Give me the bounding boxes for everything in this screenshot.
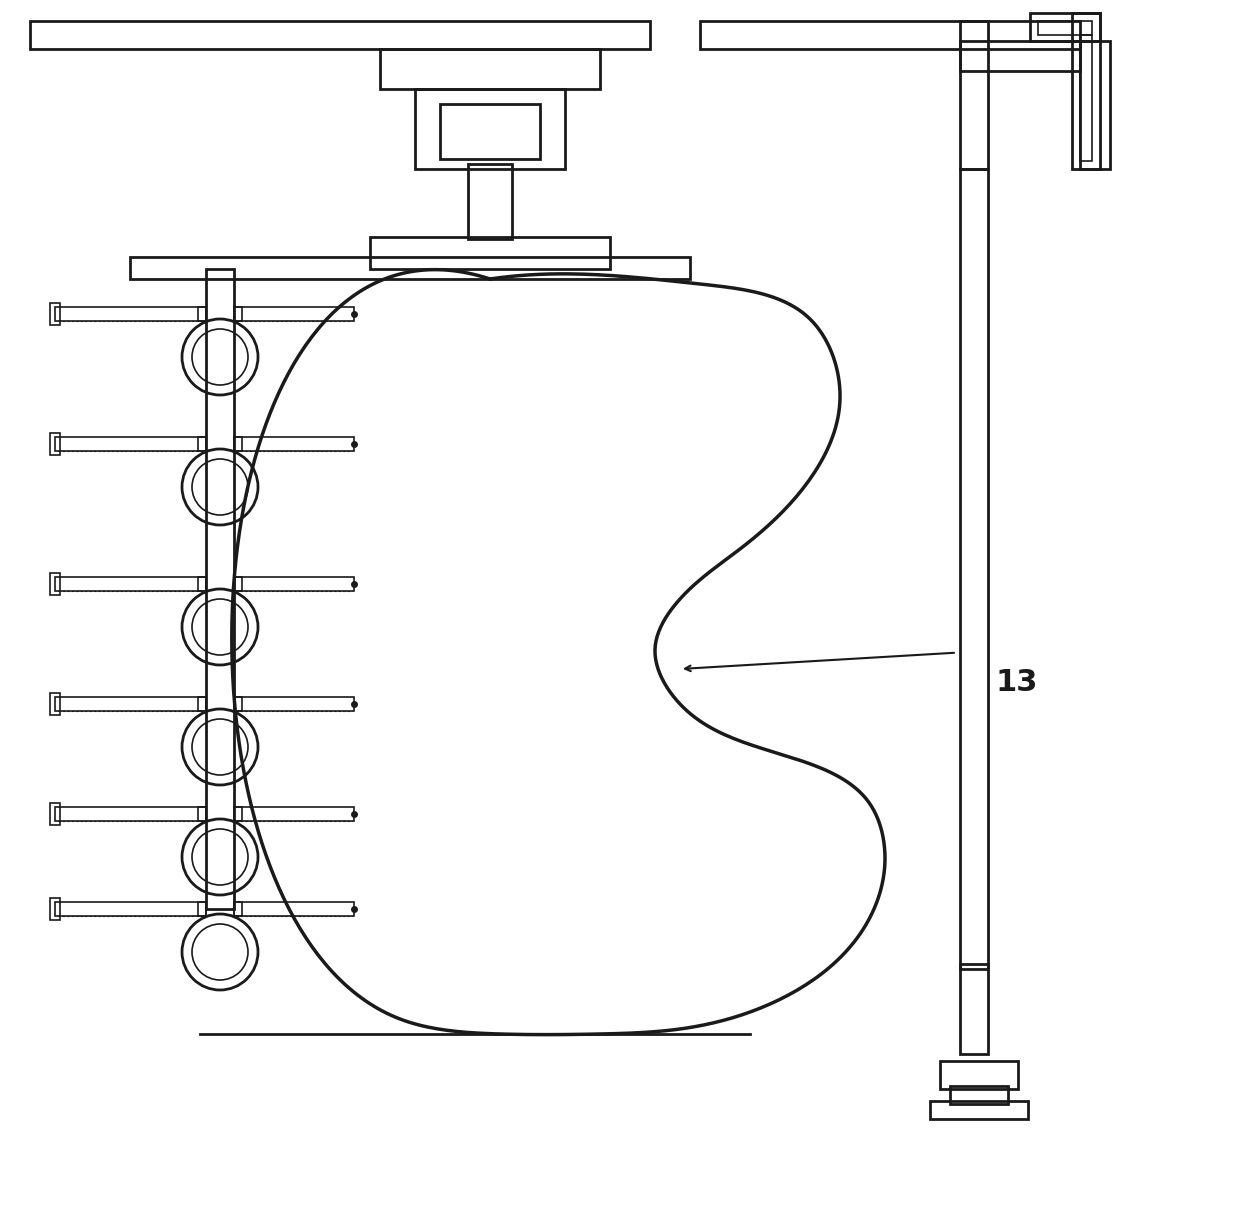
Bar: [198, 577, 206, 591]
Bar: [234, 436, 242, 451]
Bar: [960, 169, 988, 969]
Bar: [960, 964, 988, 1054]
Bar: [234, 902, 353, 915]
Bar: [55, 577, 206, 591]
Bar: [198, 436, 206, 451]
Bar: [1080, 35, 1092, 161]
Bar: [234, 307, 242, 321]
Bar: [55, 697, 206, 711]
Bar: [198, 807, 206, 822]
Bar: [206, 269, 234, 909]
Bar: [50, 803, 60, 825]
Bar: [30, 21, 650, 49]
Bar: [198, 697, 206, 711]
Bar: [379, 49, 600, 89]
Bar: [234, 807, 242, 822]
Bar: [234, 307, 353, 321]
Bar: [234, 436, 353, 451]
Bar: [930, 1101, 1028, 1119]
Bar: [198, 307, 206, 321]
Bar: [960, 21, 988, 169]
Bar: [234, 697, 242, 711]
Bar: [55, 902, 206, 915]
Bar: [234, 807, 353, 822]
Bar: [467, 165, 512, 239]
Bar: [234, 577, 353, 591]
Bar: [234, 577, 242, 591]
Bar: [701, 21, 1080, 49]
Bar: [1038, 21, 1092, 35]
Bar: [950, 1086, 1008, 1104]
Bar: [50, 573, 60, 595]
Bar: [50, 304, 60, 325]
Bar: [234, 697, 353, 711]
Bar: [55, 436, 206, 451]
Bar: [1080, 41, 1110, 169]
Bar: [1073, 13, 1100, 169]
Bar: [1030, 13, 1100, 41]
Bar: [198, 902, 206, 915]
Bar: [130, 257, 689, 279]
Bar: [234, 902, 242, 915]
Bar: [50, 433, 60, 455]
Bar: [50, 692, 60, 716]
Bar: [55, 807, 206, 822]
Bar: [440, 104, 539, 158]
Bar: [415, 89, 565, 169]
Bar: [960, 41, 1080, 71]
Bar: [50, 898, 60, 920]
Text: 13: 13: [996, 668, 1038, 697]
Bar: [940, 1061, 1018, 1089]
Bar: [370, 236, 610, 269]
Bar: [55, 307, 206, 321]
